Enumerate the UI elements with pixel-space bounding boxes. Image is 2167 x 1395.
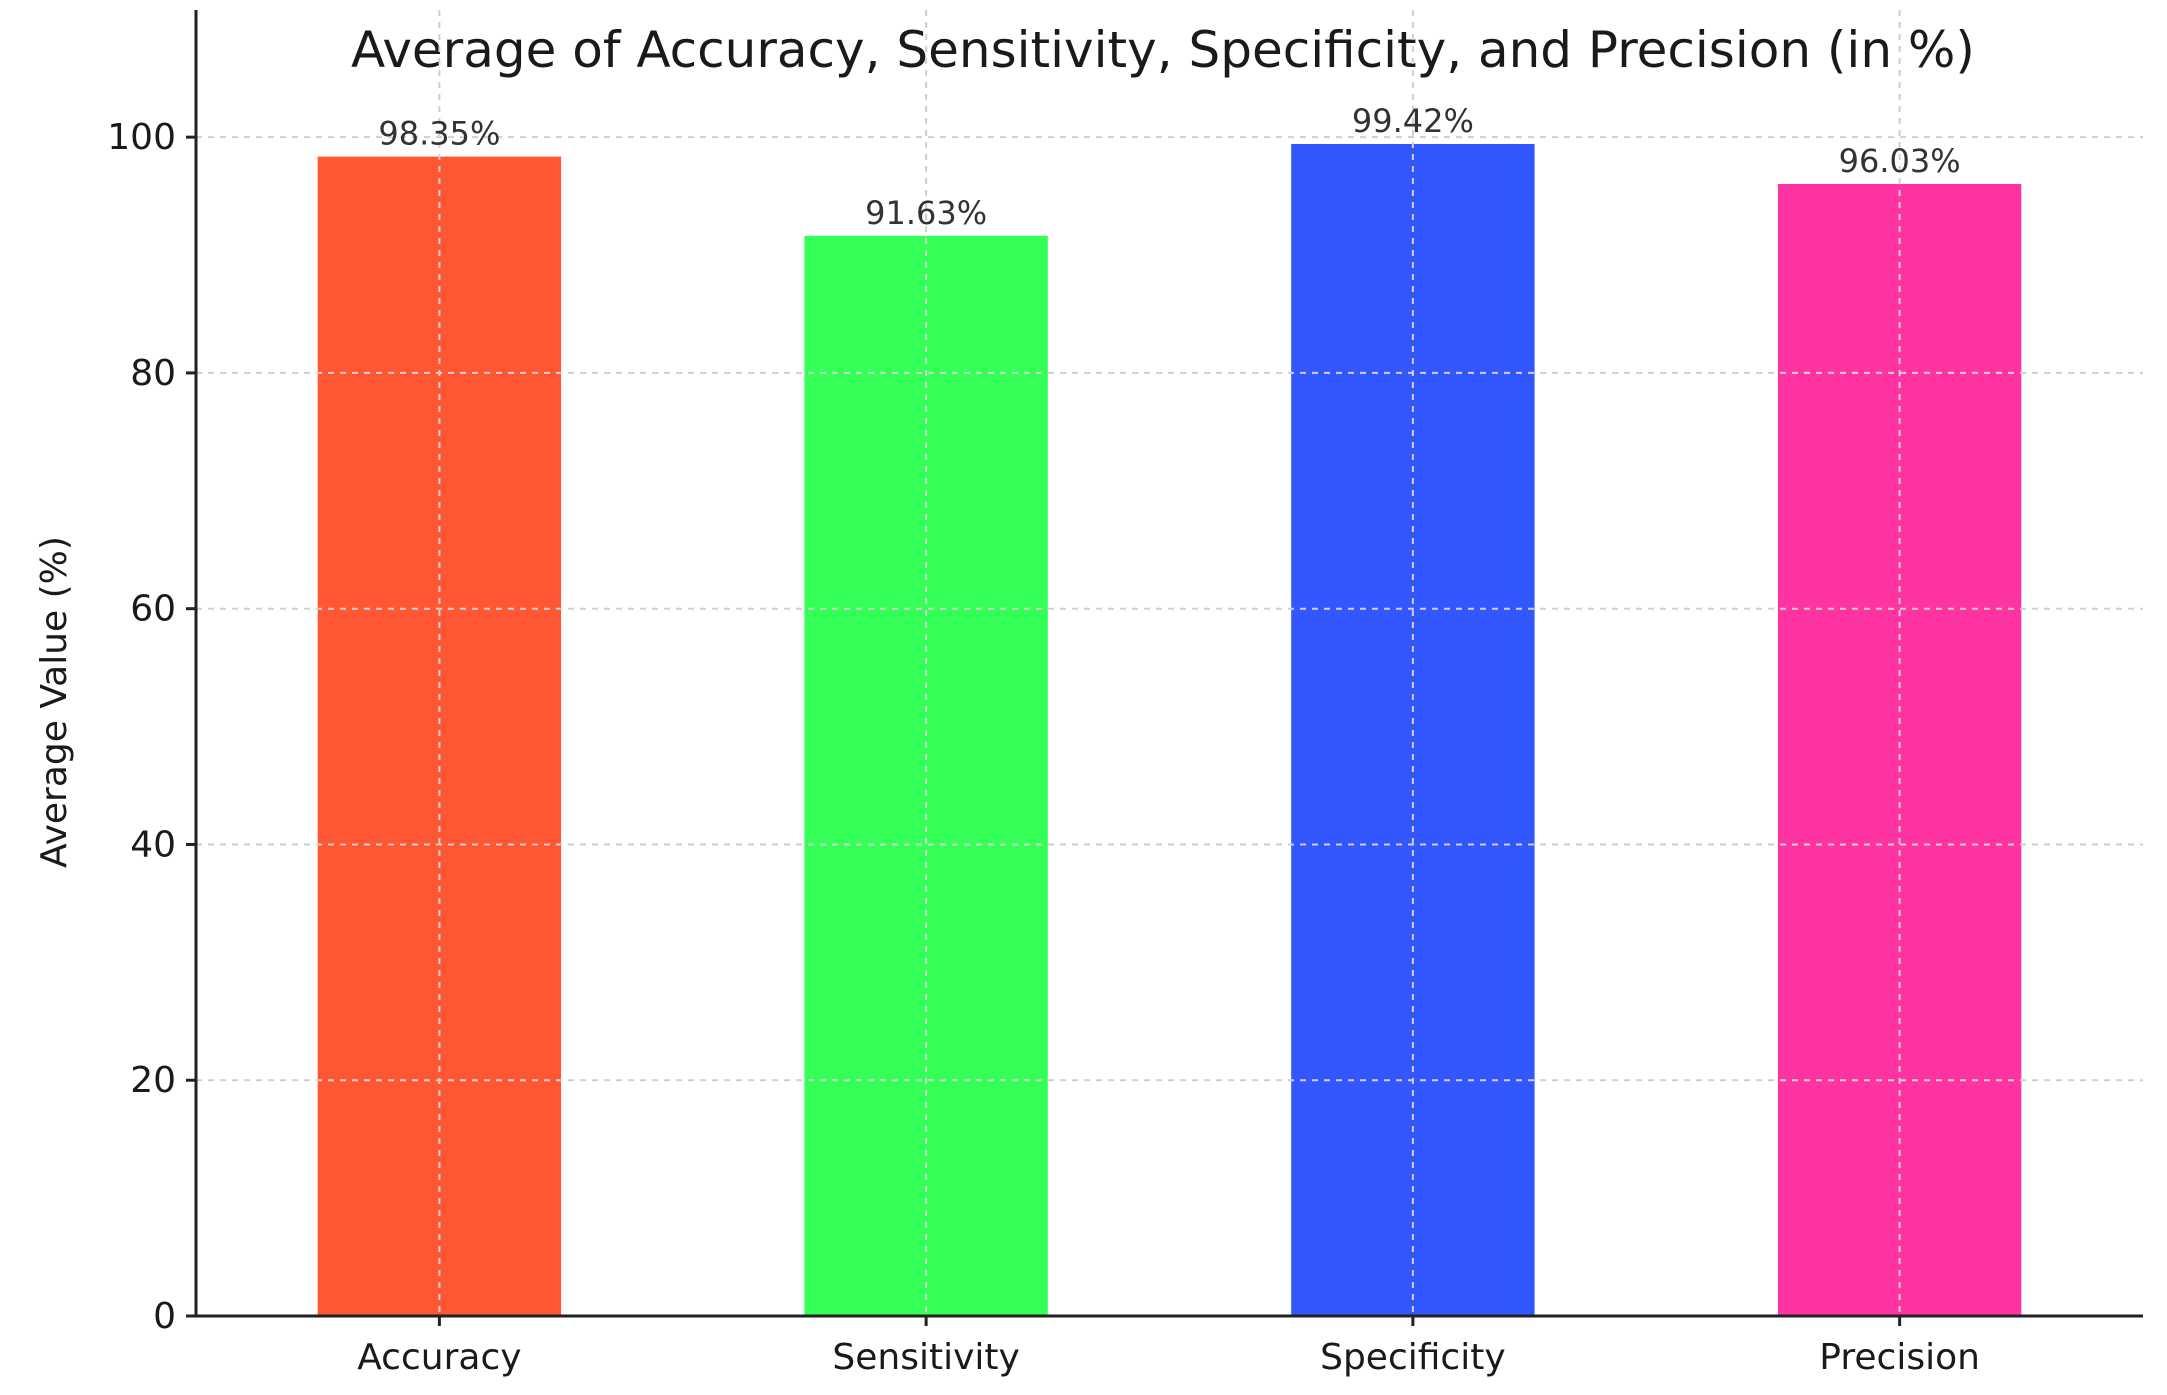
data-label-accuracy: 98.35% — [378, 115, 500, 153]
data-labels: 98.35% 91.63% 99.42% 96.03% — [378, 102, 1960, 232]
y-tick-label: 80 — [130, 353, 176, 394]
x-tick-label-precision: Precision — [1819, 1337, 1980, 1378]
y-tick-label: 40 — [130, 824, 176, 865]
data-label-precision: 96.03% — [1839, 142, 1961, 180]
tick-labels: 0 20 40 60 80 100 Accuracy Sensitivity Specifici… — [107, 117, 1980, 1378]
y-axis-label: Average Value (%) — [34, 536, 75, 868]
grid-lines — [196, 10, 2143, 1316]
axes — [186, 10, 2143, 1326]
x-tick-label-accuracy: Accuracy — [357, 1337, 521, 1378]
data-label-sensitivity: 91.63% — [865, 194, 987, 232]
bar-sensitivity — [804, 235, 1048, 1317]
y-tick-label: 20 — [130, 1060, 176, 1101]
data-label-specificity: 99.42% — [1352, 102, 1474, 140]
bar-precision — [1777, 183, 2022, 1316]
x-tick-label-sensitivity: Sensitivity — [832, 1337, 1019, 1378]
chart-title: Average of Accuracy, Sensitivity, Specif… — [351, 21, 1975, 79]
bars — [317, 143, 2022, 1317]
y-tick-label: 0 — [153, 1296, 176, 1337]
y-tick-label: 100 — [107, 117, 176, 158]
x-tick-label-specificity: Specificity — [1320, 1337, 1506, 1378]
y-tick-label: 60 — [130, 589, 176, 630]
